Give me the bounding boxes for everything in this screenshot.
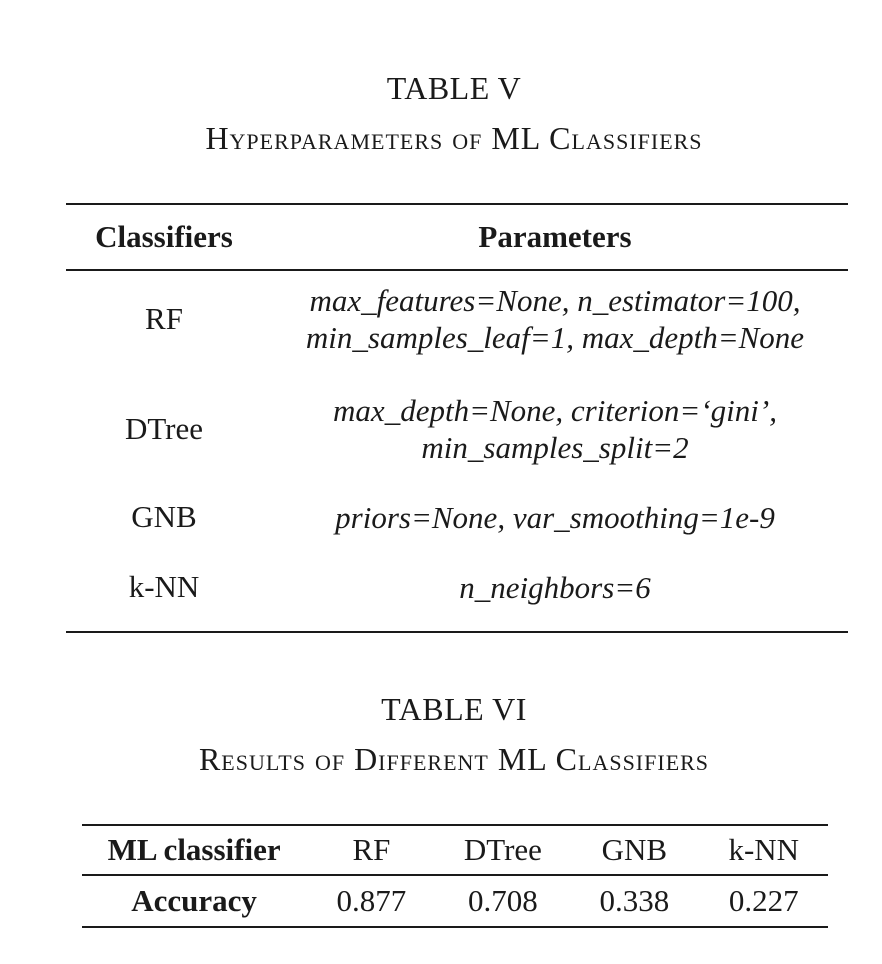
param-line: min_samples_split=2 [421, 430, 689, 465]
classifier-name: GNB [131, 499, 197, 534]
accuracy-knn: 0.227 [728, 883, 799, 918]
param-line: max_features=None, n_estimator=100, [309, 283, 801, 318]
param-line: n_neighbors=6 [459, 569, 651, 605]
accuracy-gnb: 0.338 [599, 883, 670, 918]
table-v-label: TABLE V [386, 70, 522, 106]
table-vi-title: Results of Different ML Classifiers [198, 741, 710, 777]
classifier-params: priors=None, var_smoothing=1e-9 [262, 491, 848, 543]
classifier-name: DTree [124, 411, 204, 446]
header-knn: k-NN [699, 825, 828, 876]
table-row: k-NN n_neighbors=6 [66, 543, 848, 632]
classifier-params: max_depth=None, criterion=‘gini’, min_sa… [262, 367, 848, 491]
table-v-title: Hyperparameters of ML Classifiers [205, 120, 703, 156]
header-ml-classifier: ML classifier [82, 825, 307, 876]
accuracy-dtree: 0.708 [468, 883, 538, 918]
table-row: RF max_features=None, n_estimator=100, m… [66, 270, 848, 367]
header-gnb: GNB [569, 825, 700, 876]
param-line: min_samples_leaf=1, max_depth=None [305, 320, 805, 355]
table-row: GNB priors=None, var_smoothing=1e-9 [66, 491, 848, 543]
header-dtree: DTree [436, 825, 570, 876]
table-row: Accuracy 0.877 0.708 0.338 0.227 [82, 875, 828, 927]
classifier-params: n_neighbors=6 [262, 543, 848, 632]
accuracy-rf: 0.877 [336, 883, 407, 918]
header-rf: RF [306, 825, 437, 876]
table-row: DTree max_depth=None, criterion=‘gini’, … [66, 367, 848, 491]
hyperparameters-table: Classifiers Parameters RF max_features=N… [66, 203, 848, 633]
classifier-name: RF [145, 301, 183, 336]
header-parameters: Parameters [262, 204, 848, 271]
classifier-params: max_features=None, n_estimator=100, min_… [262, 270, 848, 367]
results-table: ML classifier RF DTree GNB k-NN Accuracy… [82, 824, 828, 928]
table-header-row: ML classifier RF DTree GNB k-NN [82, 825, 828, 876]
header-classifiers: Classifiers [66, 204, 262, 271]
table-vi-label: TABLE VI [381, 691, 527, 727]
classifier-name: k-NN [128, 569, 200, 604]
param-line: priors=None, var_smoothing=1e-9 [335, 499, 775, 535]
row-label-accuracy: Accuracy [131, 883, 257, 918]
table-header-row: Classifiers Parameters [66, 204, 848, 271]
param-line: max_depth=None, criterion=‘gini’, [333, 393, 777, 428]
